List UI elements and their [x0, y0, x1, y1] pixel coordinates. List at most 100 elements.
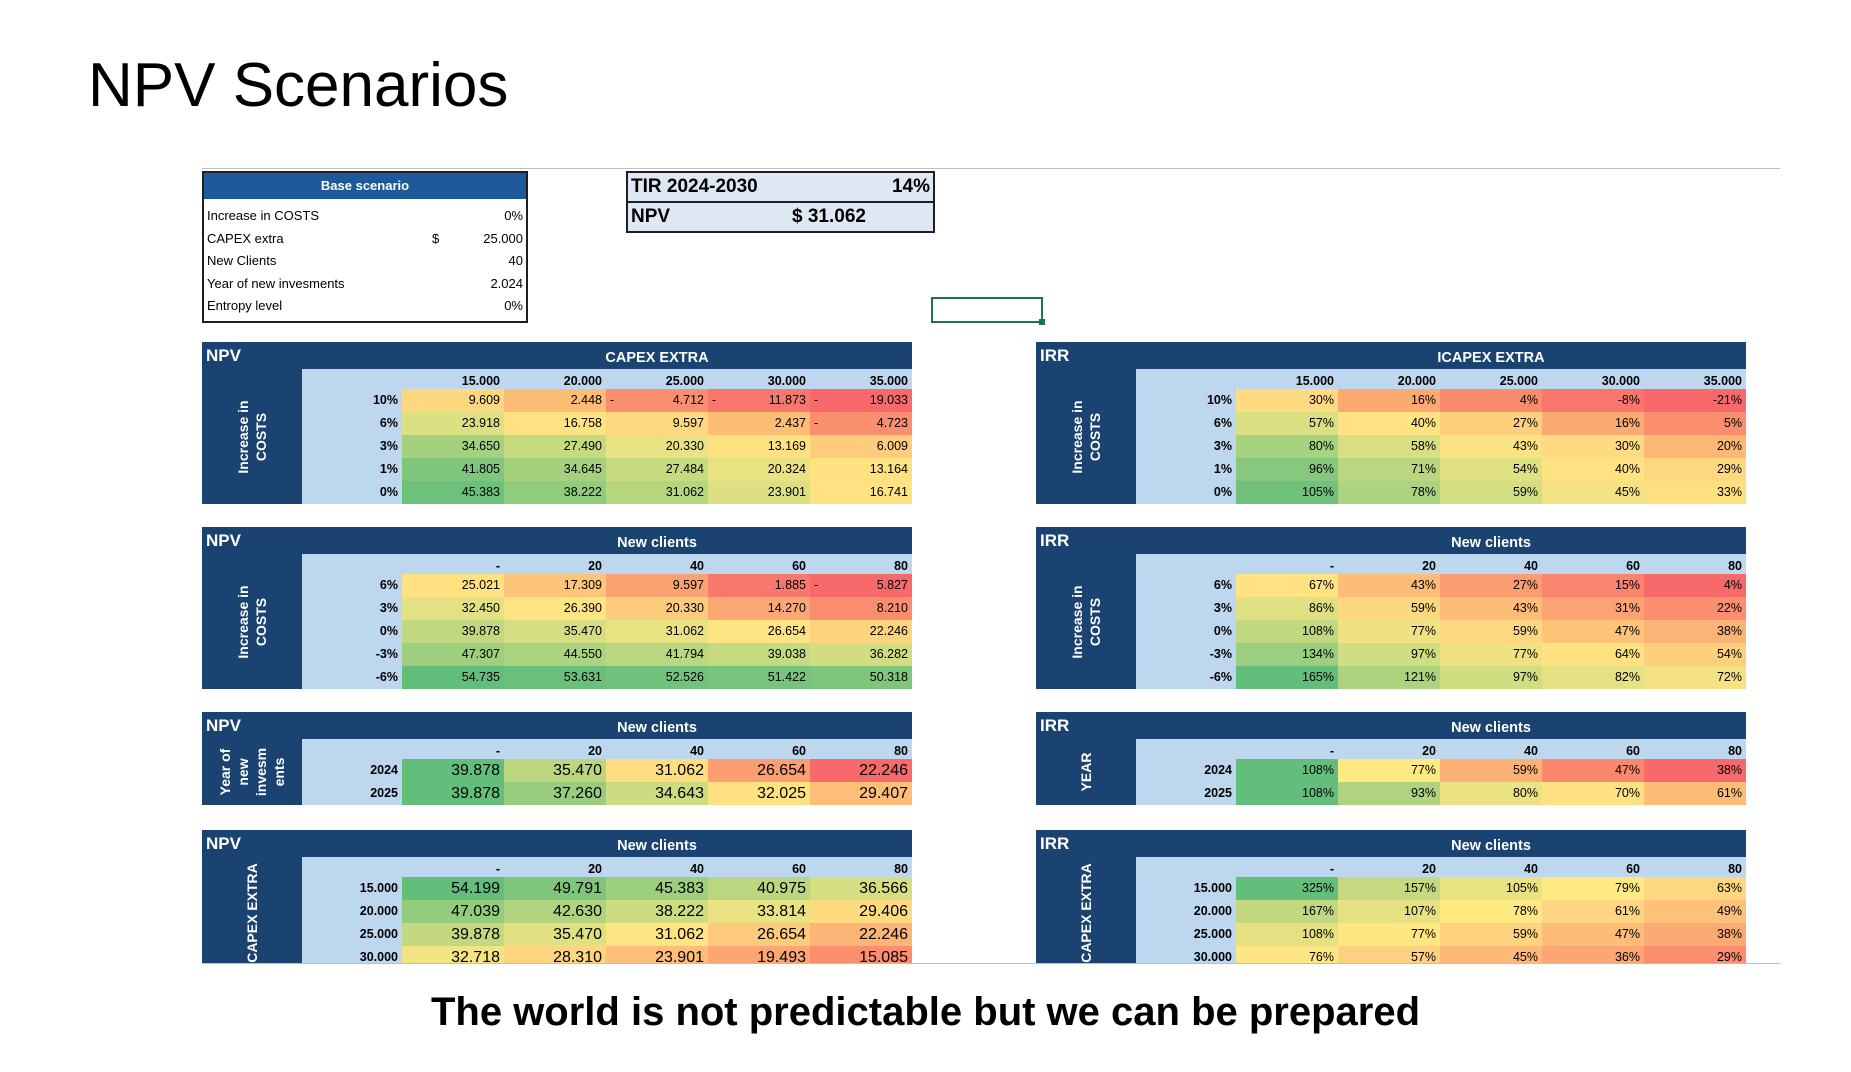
table-cell[interactable]: 16.741	[810, 481, 912, 504]
table-cell[interactable]: - 5.827	[810, 574, 912, 597]
row-header[interactable]: 0%	[379, 624, 398, 638]
table-cell[interactable]: 27%	[1440, 574, 1542, 597]
column-header[interactable]: 80	[894, 559, 908, 573]
table-cell[interactable]: 43%	[1440, 597, 1542, 620]
table-cell[interactable]: 108%	[1236, 759, 1338, 782]
row-header[interactable]: 2024	[370, 763, 398, 777]
row-header[interactable]: 0%	[1213, 485, 1232, 499]
table-cell[interactable]: 20.330	[606, 597, 708, 620]
table-cell[interactable]: 16%	[1338, 389, 1440, 412]
table-cell[interactable]: 39.878	[402, 620, 504, 643]
table-cell[interactable]: 47.307	[402, 643, 504, 666]
table-cell[interactable]: 44.550	[504, 643, 606, 666]
table-cell[interactable]: 15.085	[810, 946, 912, 963]
column-header[interactable]: 20	[588, 559, 602, 573]
table-cell[interactable]: 34.643	[606, 782, 708, 805]
base-row-costs[interactable]: Increase in COSTS 0%	[204, 205, 526, 228]
table-cell[interactable]: 33%	[1644, 481, 1746, 504]
table-cell[interactable]: 39.878	[402, 782, 504, 805]
row-header[interactable]: 15.000	[1193, 881, 1232, 895]
row-header[interactable]: 15.000	[359, 881, 398, 895]
table-cell[interactable]: 35.470	[504, 923, 606, 946]
table-cell[interactable]: 72%	[1644, 666, 1746, 689]
table-cell[interactable]: 80%	[1440, 782, 1542, 805]
row-header[interactable]: 10%	[1206, 393, 1232, 407]
table-cell[interactable]: 108%	[1236, 782, 1338, 805]
table-cell[interactable]: 134%	[1236, 643, 1338, 666]
table-cell[interactable]: 22.246	[810, 759, 912, 782]
table-cell[interactable]: 6.009	[810, 435, 912, 458]
table-cell[interactable]: 34.650	[402, 435, 504, 458]
column-header[interactable]: 30.000	[1601, 374, 1640, 388]
column-header[interactable]: 80	[1728, 559, 1742, 573]
table-cell[interactable]: 167%	[1236, 900, 1338, 923]
table-cell[interactable]: 59%	[1338, 597, 1440, 620]
row-header[interactable]: 20.000	[359, 904, 398, 918]
table-cell[interactable]: 54%	[1440, 458, 1542, 481]
table-cell[interactable]: 28.310	[504, 946, 606, 963]
table-cell[interactable]: 29%	[1644, 946, 1746, 963]
column-header[interactable]: 20	[1422, 744, 1436, 758]
column-header[interactable]: 15.000	[461, 374, 500, 388]
table-cell[interactable]: 121%	[1338, 666, 1440, 689]
column-header[interactable]: -	[495, 559, 500, 573]
table-cell[interactable]: 108%	[1236, 923, 1338, 946]
table-cell[interactable]: 31%	[1542, 597, 1644, 620]
table-cell[interactable]: 32.718	[402, 946, 504, 963]
table-cell[interactable]: 54.199	[402, 877, 504, 900]
table-cell[interactable]: 30%	[1236, 389, 1338, 412]
table-cell[interactable]: 107%	[1338, 900, 1440, 923]
table-cell[interactable]: 17.309	[504, 574, 606, 597]
row-header[interactable]: 3%	[379, 439, 398, 453]
column-header[interactable]: 40	[690, 862, 704, 876]
table-cell[interactable]: 9.597	[606, 574, 708, 597]
table-cell[interactable]: 38.222	[606, 900, 708, 923]
table-cell[interactable]: 35.470	[504, 759, 606, 782]
column-header[interactable]: 80	[1728, 862, 1742, 876]
table-cell[interactable]: 31.062	[606, 620, 708, 643]
tir-row[interactable]: TIR 2024-2030 14%	[628, 173, 933, 201]
table-cell[interactable]: 27.484	[606, 458, 708, 481]
table-cell[interactable]: 40.975	[708, 877, 810, 900]
table-cell[interactable]: 4%	[1644, 574, 1746, 597]
table-cell[interactable]: 15%	[1542, 574, 1644, 597]
table-cell[interactable]: 41.805	[402, 458, 504, 481]
table-cell[interactable]: -21%	[1644, 389, 1746, 412]
table-cell[interactable]: 14.270	[708, 597, 810, 620]
table-cell[interactable]: 49%	[1644, 900, 1746, 923]
column-header[interactable]: 60	[792, 559, 806, 573]
column-header[interactable]: 80	[894, 744, 908, 758]
column-header[interactable]: -	[495, 862, 500, 876]
npv-row[interactable]: NPV $ 31.062	[628, 201, 933, 231]
column-header[interactable]: 20	[588, 744, 602, 758]
table-cell[interactable]: 105%	[1236, 481, 1338, 504]
table-cell[interactable]: 67%	[1236, 574, 1338, 597]
table-cell[interactable]: 9.609	[402, 389, 504, 412]
table-cell[interactable]: 34.645	[504, 458, 606, 481]
table-cell[interactable]: 43%	[1440, 435, 1542, 458]
table-cell[interactable]: 37.260	[504, 782, 606, 805]
column-header[interactable]: 40	[1524, 559, 1538, 573]
table-cell[interactable]: 5%	[1644, 412, 1746, 435]
column-header[interactable]: 60	[1626, 559, 1640, 573]
table-cell[interactable]: 20%	[1644, 435, 1746, 458]
table-cell[interactable]: 16%	[1542, 412, 1644, 435]
table-cell[interactable]: 31.062	[606, 923, 708, 946]
column-header[interactable]: 20	[1422, 862, 1436, 876]
row-header[interactable]: 6%	[379, 416, 398, 430]
table-cell[interactable]: 59%	[1440, 481, 1542, 504]
table-cell[interactable]: 54.735	[402, 666, 504, 689]
table-cell[interactable]: 22%	[1644, 597, 1746, 620]
table-cell[interactable]: 31.062	[606, 759, 708, 782]
table-cell[interactable]: 40%	[1542, 458, 1644, 481]
table-cell[interactable]: 29.407	[810, 782, 912, 805]
column-header[interactable]: 20.000	[563, 374, 602, 388]
table-cell[interactable]: 79%	[1542, 877, 1644, 900]
table-cell[interactable]: 23.901	[708, 481, 810, 504]
base-row-capex[interactable]: CAPEX extra $ 25.000	[204, 228, 526, 251]
table-cell[interactable]: 50.318	[810, 666, 912, 689]
table-cell[interactable]: 78%	[1338, 481, 1440, 504]
column-header[interactable]: 20.000	[1397, 374, 1436, 388]
table-cell[interactable]: 71%	[1338, 458, 1440, 481]
table-cell[interactable]: 45.383	[606, 877, 708, 900]
